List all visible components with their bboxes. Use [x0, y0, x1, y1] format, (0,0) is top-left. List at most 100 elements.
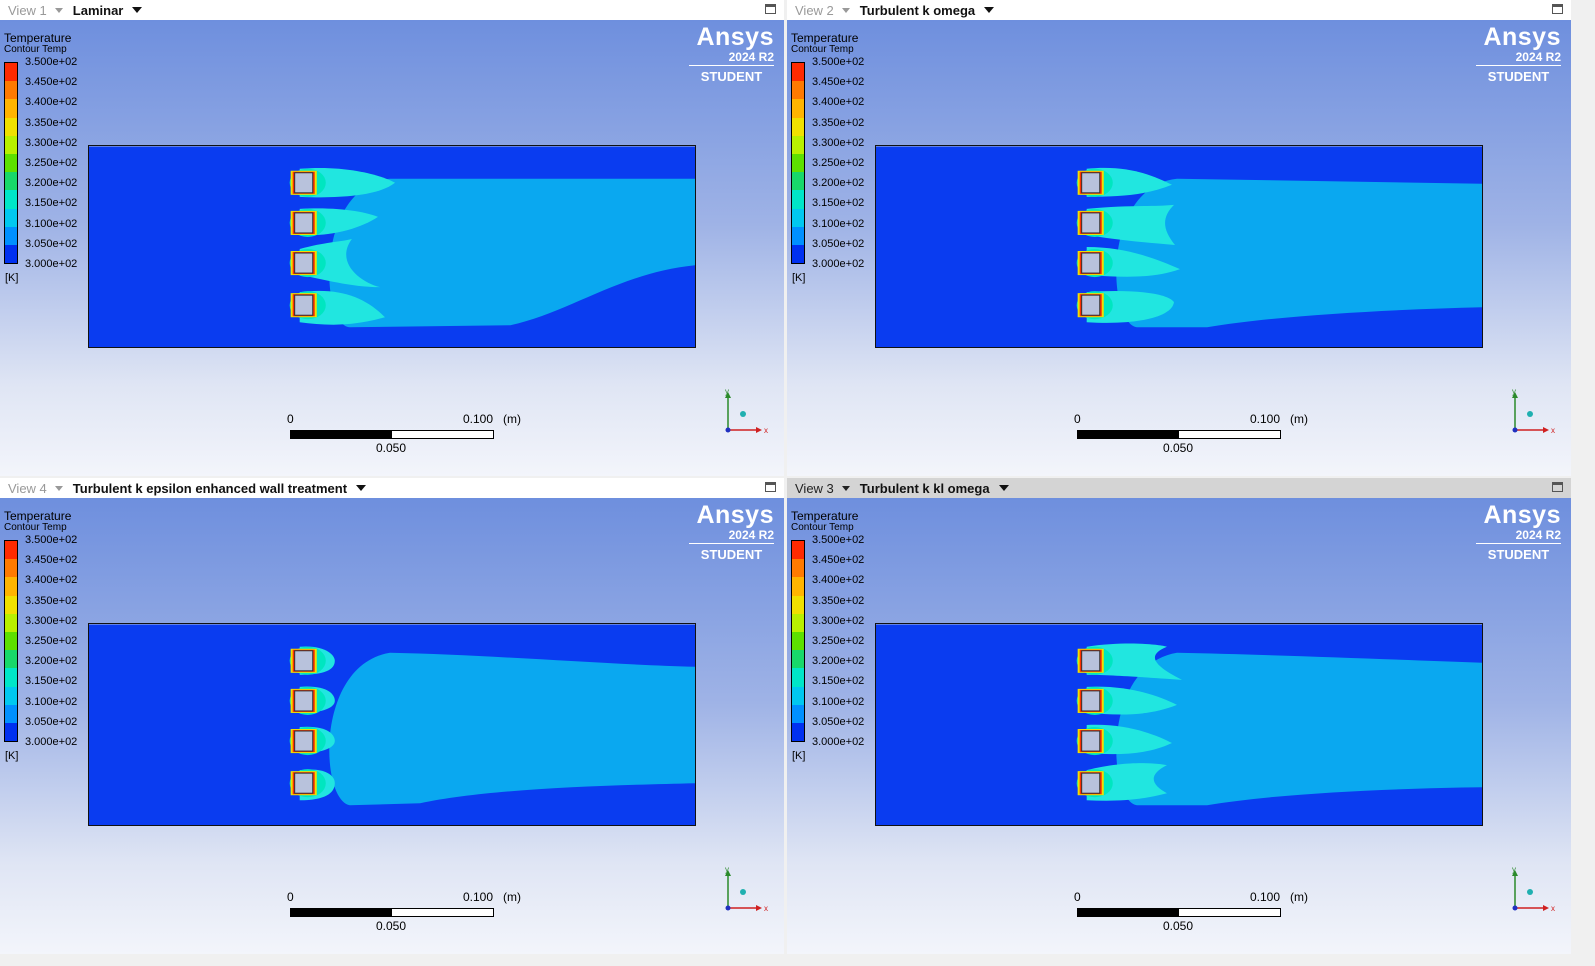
contour-domain [875, 623, 1483, 826]
x-axis-label: x [764, 904, 768, 913]
viewport[interactable]: View 2 Turbulent k omega Temperature Cont… [787, 0, 1571, 476]
view-selection[interactable]: Turbulent k epsilon enhanced wall treatm… [72, 480, 348, 496]
color-bar-band [5, 153, 17, 173]
legend-tick-label: 3.100e+02 [812, 217, 865, 230]
scale-bar [1077, 430, 1281, 439]
color-bar-band [792, 190, 804, 209]
selection-dropdown-icon[interactable] [132, 7, 143, 13]
maximize-icon[interactable] [1552, 4, 1563, 14]
legend-title: Temperature [791, 509, 859, 523]
color-bar-band [5, 686, 17, 705]
brand-name: Ansys [1483, 501, 1561, 529]
color-bar-band [792, 541, 804, 560]
view-label[interactable]: View 1 [8, 2, 47, 18]
brand-edition: STUDENT [1487, 69, 1550, 84]
legend-tick-label: 3.150e+02 [25, 197, 78, 210]
color-bar-band [5, 117, 17, 136]
brand-name: Ansys [696, 501, 774, 529]
color-bar-band [792, 595, 804, 614]
legend-tick-label: 3.400e+02 [812, 96, 865, 109]
legend-title: Temperature [791, 31, 859, 45]
legend-tick-label: 3.300e+02 [25, 136, 78, 149]
color-bar-band [5, 613, 17, 632]
color-bar-band [5, 81, 17, 100]
color-bar-band [792, 559, 804, 578]
legend-tick-label: 3.000e+02 [25, 258, 78, 270]
contour-domain [88, 623, 696, 826]
legend-tick-label: 3.200e+02 [25, 177, 78, 190]
color-bar-band [792, 577, 804, 596]
legend-tick-label: 3.300e+02 [25, 614, 78, 627]
x-axis-label: x [1551, 426, 1555, 435]
view-dropdown-icon[interactable] [841, 7, 850, 13]
legend-tick-label: 3.200e+02 [812, 655, 865, 668]
color-bar-band [792, 208, 804, 227]
maximize-icon[interactable] [765, 4, 776, 14]
viewport[interactable]: View 4 Turbulent k epsilon enhanced wall… [0, 478, 784, 954]
graphics-canvas[interactable]: Temperature Contour Temp 3.500e+02 3.450e+0… [0, 20, 784, 476]
maximize-icon[interactable] [765, 482, 776, 492]
contour-domain [88, 145, 696, 348]
color-bar-band [792, 631, 804, 651]
legend-tick-label: 3.500e+02 [812, 534, 865, 546]
legend-tick-label: 3.250e+02 [812, 635, 865, 647]
legend-tick-label: 3.100e+02 [25, 217, 78, 230]
view-label[interactable]: View 4 [8, 480, 47, 496]
viewport[interactable]: View 1 Laminar Temperature Contour Temp 3.… [0, 0, 784, 476]
view-selection[interactable]: Laminar [72, 2, 124, 18]
brand-edition: STUDENT [700, 547, 763, 562]
legend-unit: [K] [792, 272, 806, 284]
view-dropdown-icon[interactable] [841, 485, 850, 491]
graphics-canvas[interactable]: Temperature Contour Temp 3.500e+02 3.450e+0… [787, 20, 1571, 476]
legend-tick-label: 3.150e+02 [812, 197, 865, 210]
legend-tick-label: 3.150e+02 [812, 675, 865, 688]
scale-bar [290, 908, 494, 917]
color-bar-band [5, 135, 17, 154]
legend-tick-label: 3.400e+02 [25, 96, 78, 109]
legend-tick-label: 3.400e+02 [812, 574, 865, 587]
legend-title: Temperature [4, 31, 72, 45]
scale-unit-label: (m) [1290, 412, 1308, 426]
color-bar-band [792, 99, 804, 118]
scale-end-label: 0.100 [463, 890, 494, 904]
color-bar-band [792, 613, 804, 632]
legend-tick-label: 3.100e+02 [812, 695, 865, 708]
view-dropdown-icon[interactable] [54, 7, 63, 13]
color-bar-band [792, 117, 804, 136]
color-bar-band [5, 722, 17, 742]
selection-dropdown-icon[interactable] [998, 485, 1009, 491]
legend-tick-label: 3.000e+02 [812, 258, 865, 270]
color-bar [791, 540, 805, 742]
selection-dropdown-icon[interactable] [984, 7, 995, 13]
view-selection[interactable]: Turbulent k omega [859, 2, 976, 18]
color-bar-band [792, 226, 804, 245]
legend-tick-label: 3.050e+02 [812, 237, 865, 250]
legend-tick-label: 3.250e+02 [812, 157, 865, 169]
legend-tick-label: 3.350e+02 [25, 594, 78, 607]
view-label[interactable]: View 2 [795, 2, 834, 18]
color-bar [791, 62, 805, 264]
view-label[interactable]: View 3 [795, 480, 834, 496]
selection-dropdown-icon[interactable] [356, 485, 367, 491]
y-axis-label: y [725, 388, 729, 396]
maximize-icon[interactable] [1552, 482, 1563, 492]
color-bar-band [5, 99, 17, 118]
view-dropdown-icon[interactable] [54, 485, 63, 491]
viewport[interactable]: View 3 Turbulent k kl omega Temperature C… [787, 478, 1571, 954]
x-axis-label: x [764, 426, 768, 435]
scale-mid-label: 0.050 [376, 919, 407, 933]
legend-title: Temperature [4, 509, 72, 523]
ansys-logo: Ansys 2024 R2 STUDENT [1476, 24, 1561, 84]
view-selection[interactable]: Turbulent k kl omega [859, 480, 990, 496]
graphics-canvas[interactable]: Temperature Contour Temp 3.500e+02 3.450e+0… [787, 498, 1571, 954]
legend-tick-label: 3.200e+02 [812, 177, 865, 190]
view-titlebar: View 4 Turbulent k epsilon enhanced wall… [0, 478, 784, 498]
color-bar-band [5, 704, 17, 723]
color-bar-band [5, 190, 17, 209]
axis-triad-icon: yx [725, 388, 768, 435]
x-axis-label: x [1551, 904, 1555, 913]
graphics-canvas[interactable]: Temperature Contour Temp 3.500e+02 3.450e+0… [0, 498, 784, 954]
color-bar-band [5, 172, 17, 191]
brand-version: 2024 R2 [1476, 50, 1561, 66]
y-axis-label: y [1512, 388, 1516, 396]
